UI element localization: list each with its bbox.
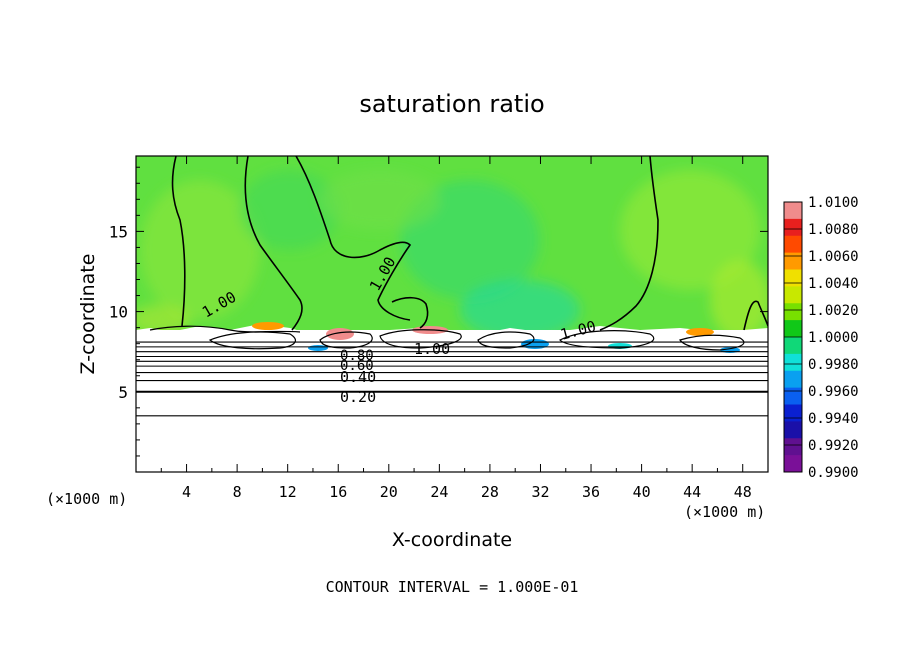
y-tick-label-0: 5 — [118, 383, 128, 402]
stratified-contour-lines — [136, 341, 768, 417]
colorbar-swatch-11 — [784, 387, 802, 405]
colorbar-swatch-8 — [784, 337, 802, 355]
colorbar-swatch-3 — [784, 252, 802, 270]
contour-label-5: 0.80 — [340, 348, 374, 364]
x-axis-ticks: 4 8 12 16 20 24 28 32 36 40 44 48 — [160, 156, 752, 501]
plot-frame — [135, 155, 769, 473]
x-tick-label-7: 32 — [531, 483, 549, 501]
colorbar-swatch-6 — [784, 303, 802, 321]
x-tick-label-0: 4 — [182, 483, 191, 501]
y-axis-label: Z-coordinate — [77, 254, 99, 375]
contour-label-6: 0.60 — [340, 358, 374, 374]
contour-label-7: 0.40 — [340, 368, 376, 386]
colorbar-label-1: 1.0080 — [808, 222, 859, 238]
colorbar-label-3: 1.0040 — [808, 276, 859, 292]
colorbar-swatch-7 — [784, 320, 802, 338]
x-tick-label-3: 16 — [329, 483, 347, 501]
colorbar-swatch-15 — [784, 455, 802, 473]
contour-label-8: 0.20 — [340, 388, 376, 406]
contour-interval-footer: CONTOUR INTERVAL = 1.000E-01 — [326, 578, 579, 596]
colorbar-label-5: 1.0000 — [808, 330, 859, 346]
x-tick-label-1: 8 — [233, 483, 242, 501]
colorbar-label-2: 1.0060 — [808, 249, 859, 265]
colorbar-swatch-1 — [784, 218, 802, 237]
x-tick-label-2: 12 — [279, 483, 297, 501]
x-tick-label-6: 28 — [481, 483, 499, 501]
colorbar-swatch-9 — [784, 353, 802, 372]
colorbar-label-0: 1.0100 — [808, 195, 859, 211]
colorbar-label-10: 0.9900 — [808, 465, 859, 481]
colorbar-label-4: 1.0020 — [808, 303, 859, 319]
x-tick-label-9: 40 — [633, 483, 651, 501]
x-tick-label-4: 20 — [380, 483, 398, 501]
x-tick-label-10: 44 — [683, 483, 701, 501]
x-axis-label: X-coordinate — [392, 529, 512, 551]
colorbar-swatch-13 — [784, 421, 802, 439]
colorbar-label-6: 0.9980 — [808, 357, 859, 373]
colorbar-label-7: 0.9960 — [808, 384, 859, 400]
x-tick-label-8: 36 — [582, 483, 600, 501]
colorbar-swatch-2 — [784, 235, 802, 254]
colorbar-swatch-0 — [784, 202, 802, 220]
x-unit-right: (×1000 m) — [684, 503, 765, 521]
y-tick-label-1: 10 — [109, 303, 128, 322]
plot-area — [136, 156, 768, 472]
colorbar-swatch-12 — [784, 404, 802, 422]
colorbar-label-8: 0.9940 — [808, 411, 859, 427]
x-tick-label-11: 48 — [734, 483, 752, 501]
colorbar-swatch-4 — [784, 269, 802, 287]
y-axis-ticks: 5 10 15 — [109, 166, 768, 457]
x-unit-left: (×1000 m) — [46, 490, 127, 508]
stable-layer-region — [136, 330, 768, 472]
colorbar-swatch-5 — [784, 286, 802, 304]
x-tick-label-5: 24 — [430, 483, 448, 501]
colorbar-swatch-14 — [784, 438, 802, 456]
contour-label-4: 1.00 — [414, 340, 450, 358]
y-tick-label-2: 15 — [109, 222, 128, 241]
contour-lines-1.00 — [171, 156, 768, 331]
chart-title: saturation ratio — [359, 90, 544, 118]
colorbar-swatch-10 — [784, 370, 802, 389]
colorbar-label-9: 0.9920 — [808, 438, 859, 454]
colorbar: 1.0100 1.0080 1.0060 1.0040 1.0020 1.0000 0.99… — [783, 195, 859, 481]
